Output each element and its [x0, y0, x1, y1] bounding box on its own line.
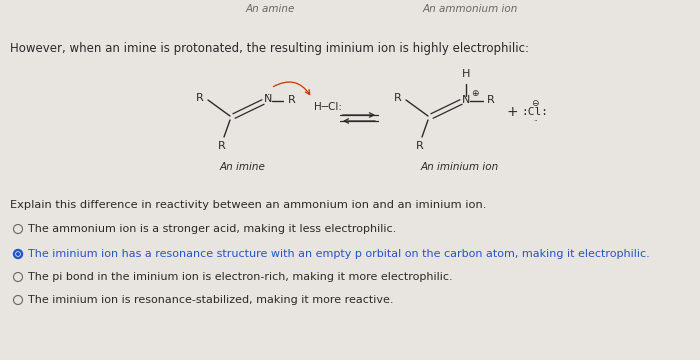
Text: R: R	[394, 93, 402, 103]
Text: An imine: An imine	[219, 162, 265, 172]
Text: R: R	[487, 95, 495, 105]
Text: Ṅ: Ṅ	[264, 94, 272, 104]
Circle shape	[13, 249, 22, 258]
Text: The iminium ion has a resonance structure with an empty p orbital on the carbon : The iminium ion has a resonance structur…	[27, 249, 650, 259]
Text: Explain this difference in reactivity between an ammonium ion and an iminium ion: Explain this difference in reactivity be…	[10, 200, 486, 210]
Text: H─Cl:: H─Cl:	[314, 102, 342, 112]
FancyArrowPatch shape	[274, 82, 309, 95]
Text: ⊖: ⊖	[531, 99, 539, 108]
Circle shape	[17, 253, 20, 255]
Text: ⊕: ⊕	[471, 89, 479, 98]
Text: R: R	[288, 95, 296, 105]
Text: An iminium ion: An iminium ion	[421, 162, 499, 172]
Circle shape	[16, 252, 20, 256]
Text: R: R	[196, 93, 204, 103]
Text: An amine: An amine	[245, 4, 295, 14]
Text: The ammonium ion is a stronger acid, making it less electrophilic.: The ammonium ion is a stronger acid, mak…	[27, 224, 395, 234]
Text: The pi bond in the iminium ion is electron-rich, making it more electrophilic.: The pi bond in the iminium ion is electr…	[27, 272, 452, 282]
Text: R: R	[416, 141, 424, 151]
Text: :Cl:: :Cl:	[522, 107, 549, 117]
Text: +: +	[506, 105, 518, 119]
Text: R: R	[218, 141, 226, 151]
Text: An ammonium ion: An ammonium ion	[422, 4, 518, 14]
Text: ··: ··	[533, 118, 538, 124]
Text: N: N	[462, 95, 470, 105]
Text: H: H	[462, 69, 470, 79]
Text: The iminium ion is resonance-stabilized, making it more reactive.: The iminium ion is resonance-stabilized,…	[27, 295, 393, 305]
Text: However, when an imine is protonated, the resulting iminium ion is highly electr: However, when an imine is protonated, th…	[10, 42, 529, 55]
